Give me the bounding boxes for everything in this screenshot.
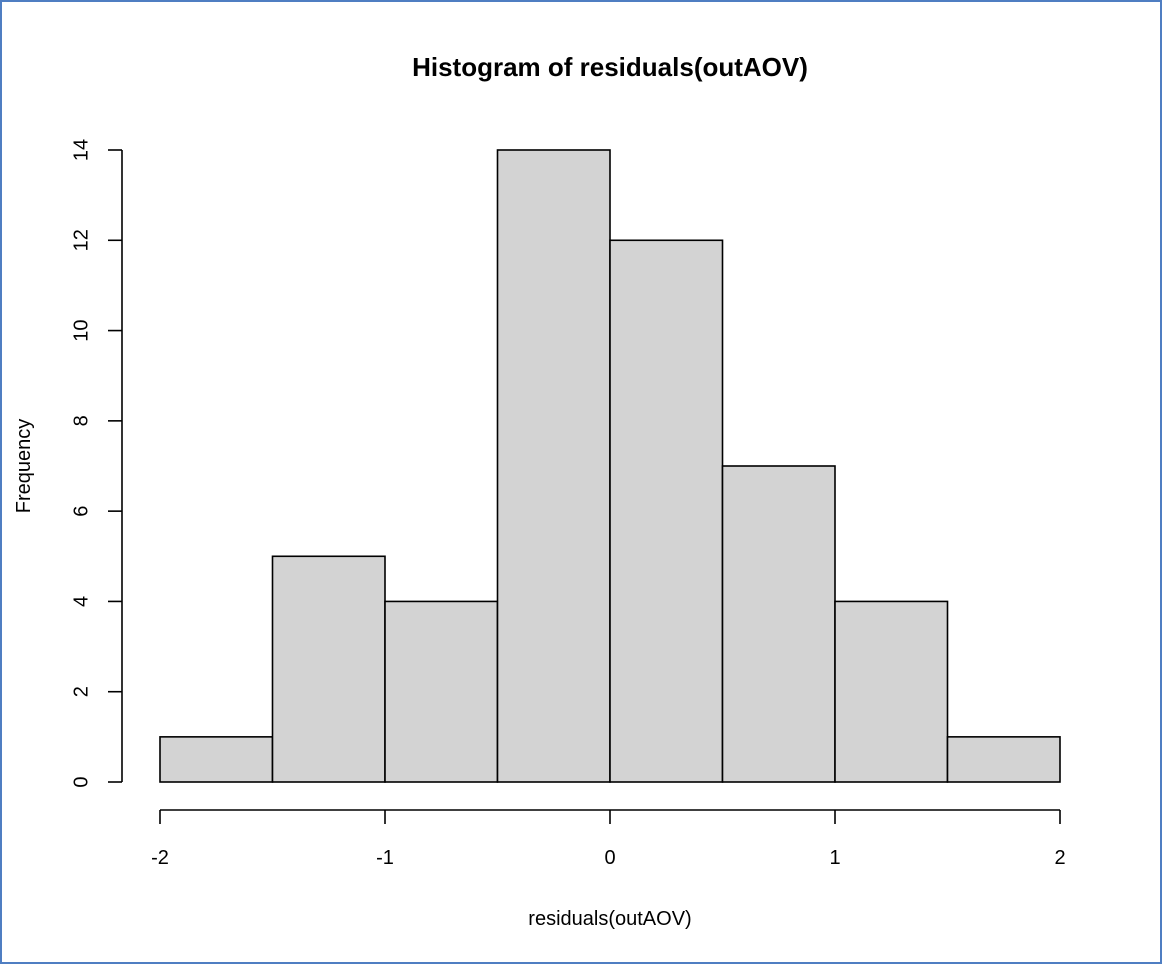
y-tick-label-5: 10 [70, 319, 92, 341]
histogram-bar-3 [496, 149, 611, 783]
x-tick-label-3: 1 [829, 847, 840, 869]
x-tick-label-1: -1 [376, 847, 394, 869]
histogram-bar-5 [721, 465, 836, 783]
x-axis-label: residuals(outAOV) [528, 908, 691, 930]
y-tick-label-2: 4 [70, 596, 92, 607]
histogram-bar-6 [834, 600, 949, 783]
y-tick-label-3: 6 [70, 506, 92, 517]
y-tick-label-4: 8 [70, 415, 92, 426]
histogram-bar-0 [159, 736, 274, 783]
y-tick-label-0: 0 [70, 776, 92, 787]
y-tick-label-6: 12 [70, 229, 92, 251]
x-axis: -2 -1 0 1 2 [151, 809, 1066, 869]
y-tick-label-7: 14 [70, 139, 92, 161]
histogram-bar-2 [384, 600, 499, 783]
histogram-bar-4 [609, 239, 724, 783]
x-tick-label-2: 0 [604, 847, 615, 869]
chart-title: Histogram of residuals(outAOV) [412, 52, 808, 82]
y-tick-label-1: 2 [70, 686, 92, 697]
bars-group [159, 149, 1061, 783]
histogram-bar-1 [271, 555, 386, 783]
y-axis-label: Frequency [13, 419, 35, 514]
x-tick-label-0: -2 [151, 847, 169, 869]
histogram-bar-7 [946, 736, 1061, 783]
x-tick-label-4: 2 [1054, 847, 1065, 869]
y-axis: 0 2 4 6 8 10 12 14 [70, 139, 123, 788]
